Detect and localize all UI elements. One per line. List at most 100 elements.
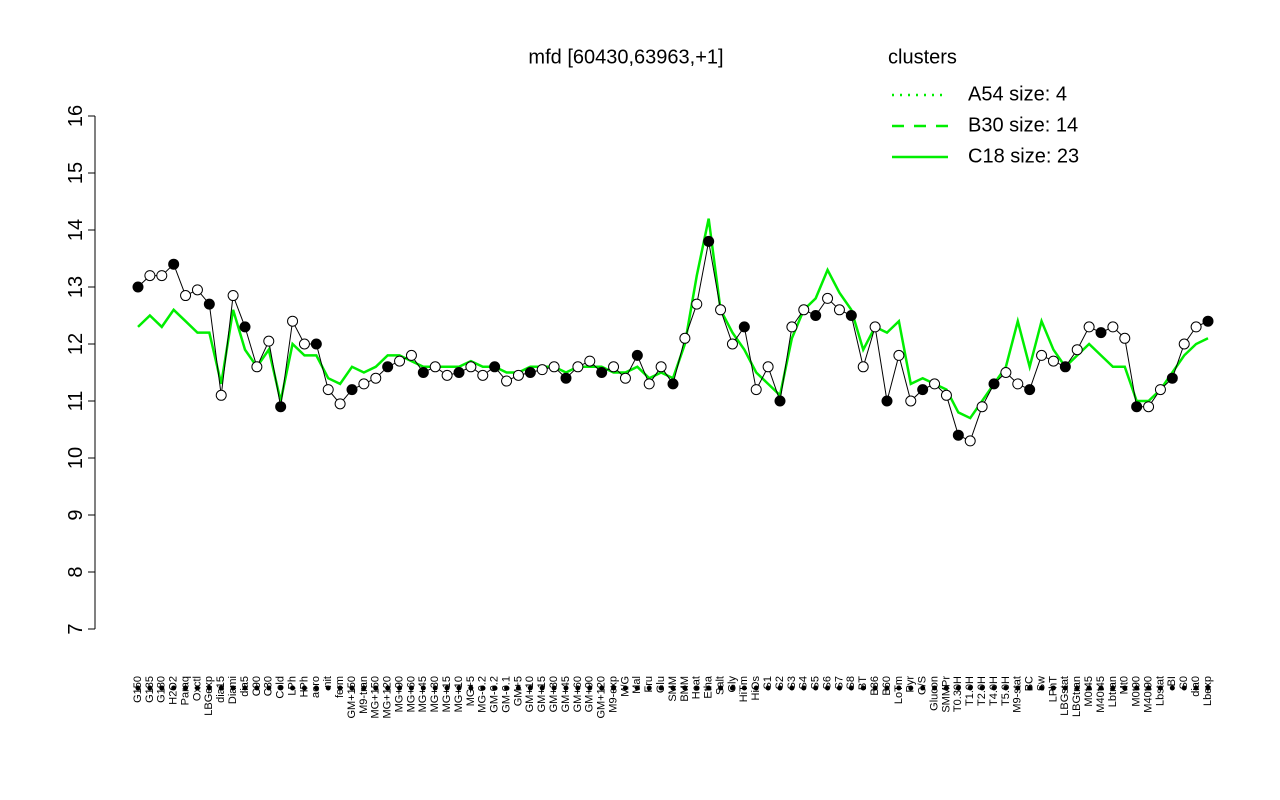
- rug-dot: [658, 685, 664, 691]
- data-point: [501, 375, 513, 387]
- x-tick-label: B36: [869, 676, 881, 696]
- rug-dot: [420, 685, 426, 691]
- legend-title: clusters: [888, 46, 957, 68]
- data-point: [572, 361, 584, 373]
- rug-dot: [515, 685, 521, 691]
- legend-label: A54 size: 4: [968, 83, 1067, 105]
- data-point: [952, 429, 964, 441]
- data-point: [929, 378, 941, 390]
- x-tick-label: MG+60: [405, 676, 417, 712]
- data-point: [1083, 321, 1095, 333]
- data-point: [631, 349, 643, 361]
- data-point: [1107, 321, 1119, 333]
- x-tick-label: B60: [881, 676, 893, 696]
- x-tick-label: GM+150: [346, 676, 358, 719]
- data-point: [786, 321, 798, 333]
- rug-dot: [551, 685, 557, 691]
- x-tick-label: M40t45: [1095, 676, 1107, 713]
- rug-dot: [932, 685, 938, 691]
- x-tick-label: MG+30: [429, 676, 441, 712]
- rug-dot: [729, 685, 735, 691]
- data-point: [917, 384, 929, 396]
- x-tick-label: MG+15: [441, 676, 453, 712]
- data-point: [322, 384, 334, 396]
- rug-dot: [1062, 685, 1068, 691]
- x-tick-label: MG+45: [417, 676, 429, 712]
- data-point: [358, 378, 370, 390]
- rug-dot: [896, 685, 902, 691]
- x-tick-label: dia5: [239, 676, 251, 697]
- x-tick-label: M0t45: [1083, 676, 1095, 707]
- rug-dot: [444, 685, 450, 691]
- rug-dot: [183, 685, 189, 691]
- rug-dot: [159, 685, 165, 691]
- rug-dot: [1169, 685, 1175, 691]
- x-tick-label: GM-0.1: [500, 676, 512, 713]
- x-tick-label: GM+90: [584, 676, 596, 712]
- data-point: [881, 395, 893, 407]
- rug-dot: [1074, 685, 1080, 691]
- data-point: [310, 338, 322, 350]
- data-point: [798, 304, 810, 316]
- data-point: [833, 304, 845, 316]
- data-point: [584, 355, 596, 367]
- data-point: [275, 401, 287, 413]
- rug-dot: [313, 685, 319, 691]
- data-point: [750, 384, 762, 396]
- x-tick-label: M40t90: [1142, 676, 1154, 713]
- rug-dot: [504, 685, 510, 691]
- rug-dot: [171, 685, 177, 691]
- data-point: [239, 321, 251, 333]
- data-point: [560, 372, 572, 384]
- x-tick-label: H2O2: [168, 676, 180, 705]
- x-tick-label: Fru: [643, 676, 655, 693]
- rug-dot: [753, 685, 759, 691]
- rug-dot: [718, 685, 724, 691]
- data-point: [382, 361, 394, 373]
- rug-dot: [230, 685, 236, 691]
- rug-dot: [611, 685, 617, 691]
- x-tick-label: GM+60: [572, 676, 584, 712]
- chart-title: mfd [60430,63963,+1]: [528, 46, 723, 68]
- y-tick-label: 14: [65, 219, 87, 241]
- data-point: [655, 361, 667, 373]
- data-point: [287, 315, 299, 327]
- data-point: [489, 361, 501, 373]
- x-tick-label: Etha: [703, 675, 715, 699]
- x-tick-label: M9-stat: [1012, 676, 1024, 713]
- x-tick-label: GM+45: [560, 676, 572, 712]
- x-tick-label: S0: [1178, 676, 1190, 689]
- rug-dot: [254, 685, 260, 691]
- data-point: [964, 435, 976, 447]
- x-tick-label: LPhT: [1047, 676, 1059, 703]
- x-tick-label: HiOs: [750, 676, 762, 701]
- data-point: [726, 338, 738, 350]
- x-tick-label: S5: [810, 676, 822, 689]
- x-tick-label: Mal: [631, 676, 643, 694]
- y-tick-label: 9: [65, 509, 87, 520]
- x-tick-label: S8: [845, 676, 857, 689]
- rug-dot: [1086, 685, 1092, 691]
- x-tick-label: LoTm: [893, 676, 905, 704]
- data-point: [227, 290, 239, 302]
- rug-dot: [801, 685, 807, 691]
- rug-dot: [373, 685, 379, 691]
- x-tick-label: GM+120: [596, 676, 608, 719]
- data-point: [1059, 361, 1071, 373]
- rug-dot: [492, 685, 498, 691]
- data-point: [203, 298, 215, 310]
- x-tick-label: GM+30: [548, 676, 560, 712]
- rug-dot: [527, 685, 533, 691]
- x-tick-label: Lbstat: [1154, 676, 1166, 706]
- data-point: [1143, 401, 1155, 413]
- data-point: [596, 367, 608, 378]
- legend-label: C18 size: 23: [968, 145, 1079, 167]
- x-tick-label: LPh: [286, 676, 298, 696]
- cluster-line: [137, 218, 1209, 420]
- rug-dot: [1193, 685, 1199, 691]
- x-tick-label: Paraq: [179, 676, 191, 705]
- rug-dot: [1181, 685, 1187, 691]
- rug-dot: [789, 685, 795, 691]
- rug-dot: [741, 685, 747, 691]
- x-tick-label: HiTm: [738, 676, 750, 702]
